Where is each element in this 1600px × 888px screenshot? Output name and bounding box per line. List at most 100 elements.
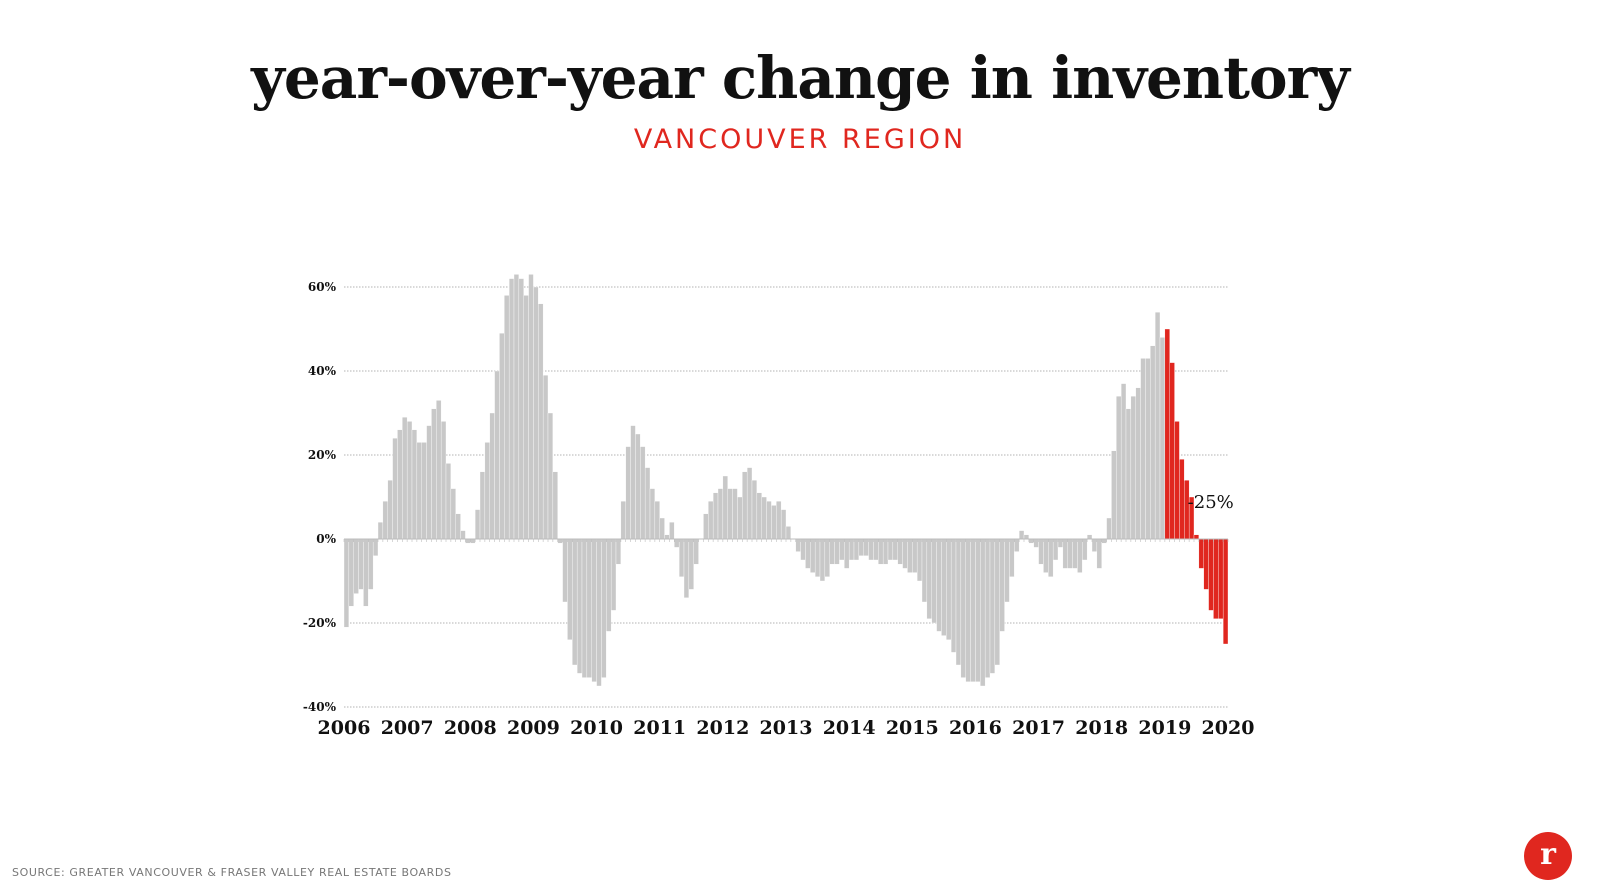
bar [392, 438, 398, 540]
bar [1120, 383, 1127, 540]
bar [999, 538, 1005, 632]
bar [965, 538, 971, 682]
bar [1111, 450, 1117, 540]
bar [980, 538, 986, 687]
bar [625, 446, 631, 540]
bar [1130, 396, 1136, 540]
bar [640, 446, 646, 540]
bar [814, 538, 821, 577]
bar [800, 538, 806, 561]
bar [552, 471, 558, 540]
bar [606, 538, 612, 632]
bar [1150, 345, 1156, 540]
x-tick-label: 2006 [318, 717, 371, 739]
bar [848, 538, 855, 561]
bar [494, 370, 500, 540]
bar [1159, 337, 1166, 540]
bar [916, 538, 923, 582]
x-tick-label: 2012 [696, 717, 749, 739]
bar [882, 538, 889, 565]
chart-subtitle: VANCOUVER REGION [633, 124, 967, 155]
bar [742, 471, 748, 540]
bar [591, 538, 597, 682]
bar [358, 538, 364, 590]
x-tick-label: 2013 [760, 717, 813, 739]
grid-lines [344, 286, 1228, 708]
bar [562, 538, 568, 603]
bar [460, 530, 466, 540]
bar [1077, 538, 1083, 573]
bar [372, 538, 379, 556]
bar [654, 501, 660, 540]
bar [436, 400, 442, 540]
bar [343, 538, 350, 628]
bar [984, 538, 991, 678]
bar-highlight [1203, 538, 1209, 590]
bar [387, 480, 393, 540]
bar [1048, 538, 1054, 577]
bar-highlight [1164, 328, 1170, 540]
bar [377, 522, 384, 540]
bar [513, 274, 520, 540]
bar [664, 534, 670, 540]
bar-highlight [1213, 538, 1219, 619]
bar [440, 421, 447, 540]
source-note: SOURCE: GREATER VANCOUVER & FRASER VALLE… [12, 866, 452, 879]
bar [1057, 538, 1064, 548]
bar [669, 522, 675, 540]
bar [834, 538, 840, 565]
bar [737, 496, 743, 540]
bar [756, 492, 762, 540]
bar [363, 538, 369, 607]
bar [1043, 538, 1049, 573]
bar [994, 538, 1000, 666]
bar [975, 538, 981, 682]
bar [474, 509, 481, 540]
bar [382, 501, 388, 540]
bar-highlight [1193, 534, 1200, 540]
bars [343, 274, 1229, 687]
bar-highlight [1169, 362, 1175, 540]
x-tick-label: 2017 [1012, 717, 1065, 739]
bar-highlight [1218, 538, 1224, 619]
x-tick-label: 2010 [570, 717, 623, 739]
bar [504, 295, 510, 540]
bar [620, 501, 626, 540]
x-tick-label: 2008 [444, 717, 497, 739]
bar-highlight [1208, 538, 1214, 611]
bar [1067, 538, 1073, 569]
bar [907, 538, 913, 573]
bar [518, 278, 524, 540]
bar [912, 538, 918, 573]
axis [343, 538, 1229, 542]
bar [557, 538, 563, 544]
bar [1038, 538, 1044, 565]
bar-highlight [1174, 421, 1180, 540]
brand-logo[interactable]: r [1524, 832, 1572, 880]
bar [1135, 387, 1141, 540]
y-tick-label: 60% [308, 280, 337, 294]
bar [581, 538, 588, 678]
bar [416, 442, 422, 540]
y-tick-label: 40% [308, 364, 337, 378]
bar [508, 278, 515, 540]
bar [455, 513, 461, 540]
bar [353, 538, 359, 594]
bar [470, 538, 476, 544]
bar [678, 538, 685, 577]
bar [780, 509, 787, 540]
bar [839, 538, 845, 561]
bar [751, 480, 758, 540]
bar [795, 538, 801, 552]
bar [402, 417, 408, 540]
bar-highlight [1198, 538, 1204, 569]
bar [926, 538, 932, 619]
bar [878, 538, 884, 565]
chart-title: year-over-year change in inventory [251, 44, 1350, 112]
bar [785, 526, 792, 540]
bar [761, 496, 767, 540]
latest-value-annotation: -25% [1188, 492, 1234, 513]
bar [824, 538, 830, 577]
bar [538, 303, 544, 540]
